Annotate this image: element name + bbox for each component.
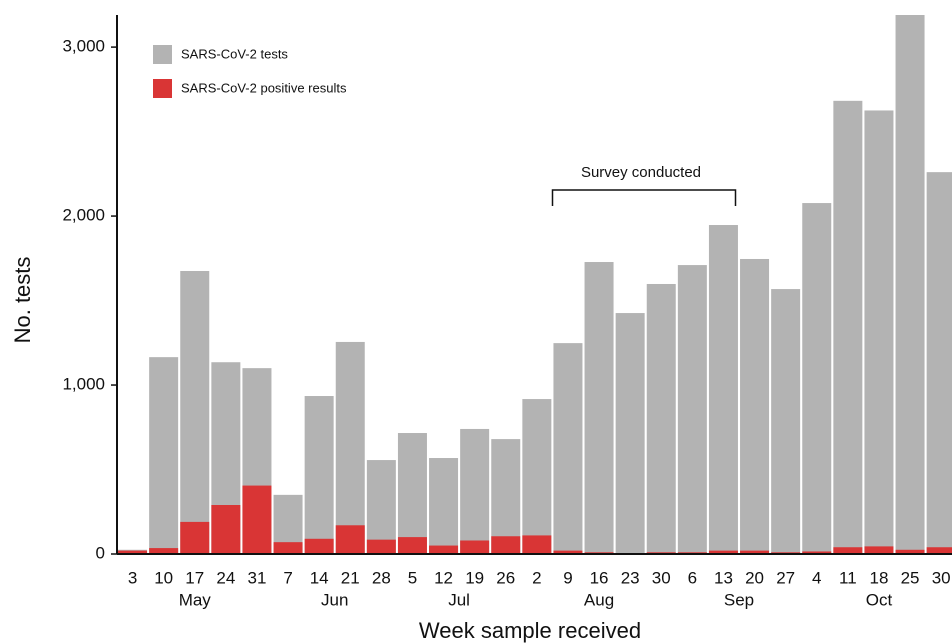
bar	[429, 458, 459, 554]
x-tick-label: 14	[310, 568, 329, 587]
bar	[335, 525, 365, 554]
bar	[366, 460, 396, 554]
bar	[397, 433, 427, 554]
x-tick-label: 20	[745, 568, 764, 587]
x-axis-title: Week sample received	[419, 618, 641, 643]
bar	[864, 110, 894, 554]
month-label: Jun	[321, 590, 348, 609]
bar	[864, 546, 894, 554]
y-tick-label: 1,000	[62, 375, 105, 394]
x-tick-label: 23	[621, 568, 640, 587]
x-tick-label: 19	[465, 568, 484, 587]
legend-label: SARS-CoV-2 tests	[181, 46, 288, 61]
bar	[149, 548, 179, 554]
month-label: Sep	[724, 590, 754, 609]
month-label: May	[179, 590, 212, 609]
bar	[491, 536, 521, 554]
bar	[740, 550, 770, 554]
bar	[802, 203, 832, 554]
legend-swatch	[153, 79, 172, 98]
x-tick-label: 24	[216, 568, 235, 587]
bar	[460, 540, 490, 554]
bar	[429, 545, 459, 554]
bar	[460, 428, 490, 554]
bar	[180, 270, 210, 554]
x-tick-label: 11	[839, 568, 857, 587]
bar	[273, 542, 303, 554]
survey-bracket	[551, 189, 737, 206]
bar	[833, 100, 863, 555]
bar	[180, 521, 210, 554]
x-tick-label: 30	[652, 568, 671, 587]
y-tick-label: 3,000	[62, 37, 105, 56]
x-tick-label: 25	[901, 568, 920, 587]
bar	[118, 550, 148, 554]
x-tick-label: 9	[563, 568, 572, 587]
bar	[553, 550, 583, 554]
month-label: Oct	[866, 590, 893, 609]
bar	[335, 341, 365, 554]
x-tick-label: 17	[185, 568, 204, 587]
bar	[242, 485, 272, 554]
bar	[740, 258, 770, 554]
x-tick-label: 5	[408, 568, 417, 587]
bar	[708, 550, 738, 554]
bar	[304, 396, 334, 554]
bar	[522, 399, 552, 554]
x-tick-label: 30	[932, 568, 951, 587]
x-tick-label: 2	[532, 568, 541, 587]
bar	[584, 262, 614, 554]
x-tick-label: 10	[154, 568, 173, 587]
month-label: Jul	[448, 590, 470, 609]
y-tick-label: 0	[96, 543, 105, 562]
x-tick-label: 12	[434, 568, 453, 587]
x-tick-label: 13	[714, 568, 733, 587]
bar	[677, 265, 707, 554]
bar	[366, 539, 396, 554]
bar	[833, 547, 863, 554]
legend-label: SARS-CoV-2 positive results	[181, 80, 347, 95]
bar	[895, 15, 925, 554]
month-label: Aug	[584, 590, 614, 609]
x-tick-label: 7	[283, 568, 292, 587]
bar	[304, 538, 334, 554]
bar	[615, 313, 645, 554]
x-tick-label: 3	[128, 568, 137, 587]
bar	[802, 551, 832, 554]
bar	[149, 357, 179, 554]
y-tick-label: 2,000	[62, 206, 105, 225]
x-tick-label: 26	[496, 568, 515, 587]
bar	[926, 547, 952, 554]
y-axis-title: No. tests	[10, 257, 35, 344]
bar	[771, 289, 801, 554]
x-tick-label: 31	[247, 568, 266, 587]
bar	[211, 505, 241, 554]
bar	[895, 549, 925, 554]
x-tick-label: 21	[341, 568, 360, 587]
bar	[491, 439, 521, 554]
x-tick-label: 16	[590, 568, 609, 587]
bar	[926, 172, 952, 554]
bar	[522, 535, 552, 554]
x-tick-label: 27	[776, 568, 795, 587]
x-tick-label: 18	[869, 568, 888, 587]
bar	[553, 343, 583, 554]
bar	[646, 283, 676, 554]
annotation: Survey conducted	[581, 164, 701, 181]
x-tick-label: 6	[688, 568, 697, 587]
x-tick-label: 4	[812, 568, 821, 587]
x-tick-label: 28	[372, 568, 391, 587]
bar	[397, 537, 427, 554]
legend-swatch	[153, 45, 172, 64]
bar	[708, 225, 738, 554]
